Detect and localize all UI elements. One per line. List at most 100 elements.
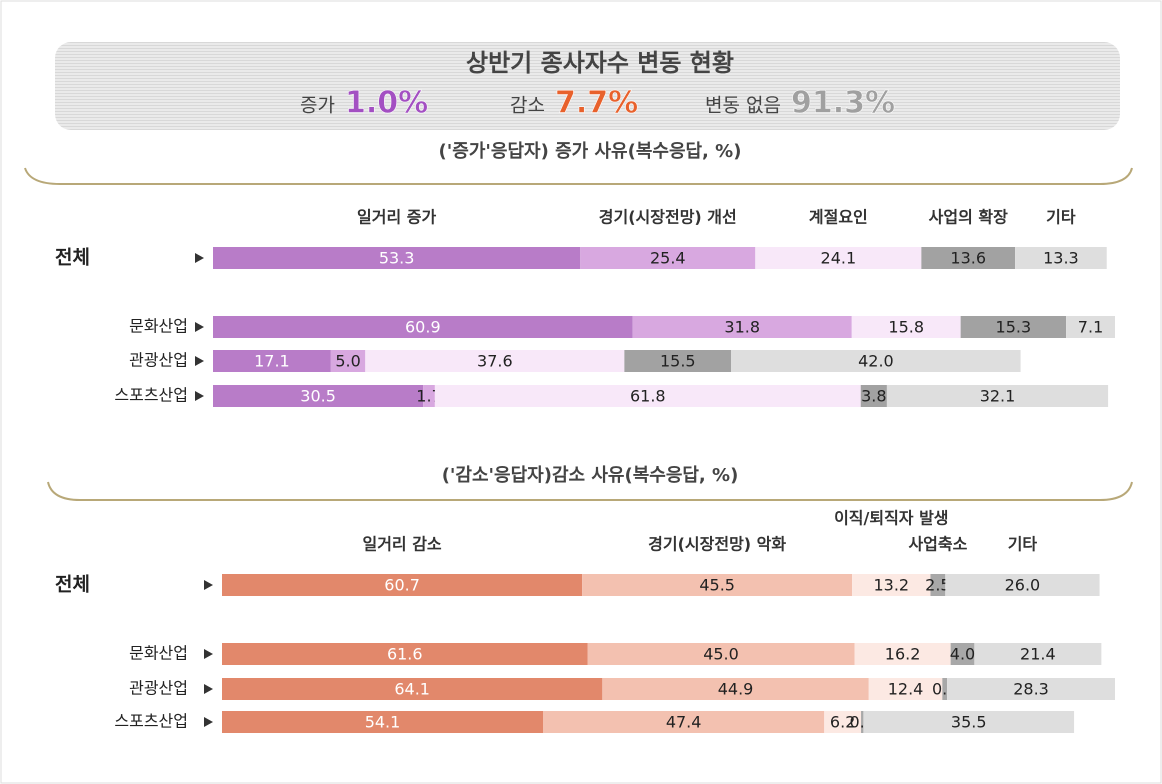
row-marker [204,717,213,727]
bar-segment [543,711,825,733]
bar-segment [222,711,544,733]
legend-label: 계절요인 [809,208,868,227]
row-marker [195,253,204,263]
bar-segment [1066,316,1115,338]
bar-segment [886,385,1109,407]
category-label: 문화산업 [129,317,188,336]
bar-segment [213,350,331,372]
bar-segment [947,678,1115,700]
value-label: 24.1 [821,249,857,268]
value-label: 12.4 [888,680,924,699]
row-marker [195,356,204,366]
bar-segment [852,574,931,596]
value-label: 15.3 [996,318,1032,337]
value-label: 42.0 [858,352,894,371]
value-label: 13.6 [950,249,986,268]
bar-segment [434,385,861,407]
bar-segment [755,247,922,269]
legend-label: 기타 [1046,208,1076,227]
bar-segment [824,711,862,733]
value-label: 4.0 [950,645,975,664]
bar-segment [863,711,1075,733]
row-marker [204,580,213,590]
bar-segment [930,574,946,596]
legend-label: 경기(시장전망) 악화 [648,535,786,554]
bar-segment [851,316,961,338]
value-label: 16.2 [885,645,921,664]
value-label: 35.5 [951,713,987,732]
value-label: 45.0 [703,645,739,664]
value-label: 53.3 [379,249,415,268]
value-label: 13.2 [873,576,909,595]
value-label: 32.1 [980,387,1016,406]
category-label: 스포츠산업 [114,386,188,405]
bar-segment [731,350,1021,372]
value-label: 17.1 [254,352,290,371]
category-label: 전체 [55,574,90,596]
row-marker [204,649,213,659]
summary-value: 7.7% [555,86,638,121]
category-label: 스포츠산업 [114,712,188,731]
row-marker [195,391,204,401]
category-label: 관광산업 [129,351,188,370]
category-label: 전체 [55,247,90,269]
bar-segment [632,316,852,338]
bar-segment [624,350,732,372]
bar-segment [960,316,1067,338]
value-label: 13.3 [1043,249,1079,268]
legend-label: 일거리 감소 [362,535,441,554]
bar-segment [942,678,948,700]
value-label: 47.4 [666,713,702,732]
bar-segment [582,574,853,596]
bar-segment [921,247,1016,269]
bar-segment [213,316,633,338]
value-label: 37.6 [477,352,513,371]
bar-segment [222,643,588,665]
divider [24,167,1133,185]
header-box [55,42,1120,130]
header-title: 상반기 종사자수 변동 현황 [466,49,734,77]
value-label: 25.4 [650,249,686,268]
value-label: 64.1 [394,680,430,699]
summary-value: 91.3% [791,86,895,121]
bar-segment [974,643,1102,665]
value-label: 15.8 [888,318,924,337]
legend-label: 사업의 확장 [929,208,1008,227]
value-label: 54.1 [365,713,401,732]
bar-segment [854,643,951,665]
legend-label: 일거리 증가 [357,208,436,227]
bar-segment [330,350,366,372]
bar-segment [365,350,625,372]
bar-segment [950,643,975,665]
bar-segment [222,678,603,700]
chart-subtitle: ('감소'응답자)감소 사유(복수응답, %) [442,465,739,486]
value-label: 61.8 [630,387,666,406]
category-label: 문화산업 [129,644,188,663]
value-label: 60.7 [384,576,420,595]
value-label: 26.0 [1005,576,1041,595]
bar-segment [868,678,943,700]
value-label: 15.5 [660,352,696,371]
summary-name: 변동 없음 [705,95,781,117]
bar-segment [213,247,581,269]
value-label: 31.8 [724,318,760,337]
bar-segment [580,247,756,269]
value-label: 2.5 [925,576,950,595]
value-label: 60.9 [405,318,441,337]
value-label: 28.3 [1013,680,1049,699]
bar-segment [602,678,869,700]
value-label: 44.9 [718,680,754,699]
category-label: 관광산업 [129,679,188,698]
chart-subtitle: ('증가'응답자) 증가 사유(복수응답, %) [439,141,742,162]
legend-label: 사업축소 [908,535,967,554]
bar-segment [213,385,424,407]
bar-segment [587,643,855,665]
bar-segment [1015,247,1107,269]
bar-segment [945,574,1100,596]
divider [47,481,1133,501]
legend-label: 기타 [1008,535,1038,554]
bar-segment [222,574,583,596]
row-marker [195,322,204,332]
row-marker [204,684,213,694]
